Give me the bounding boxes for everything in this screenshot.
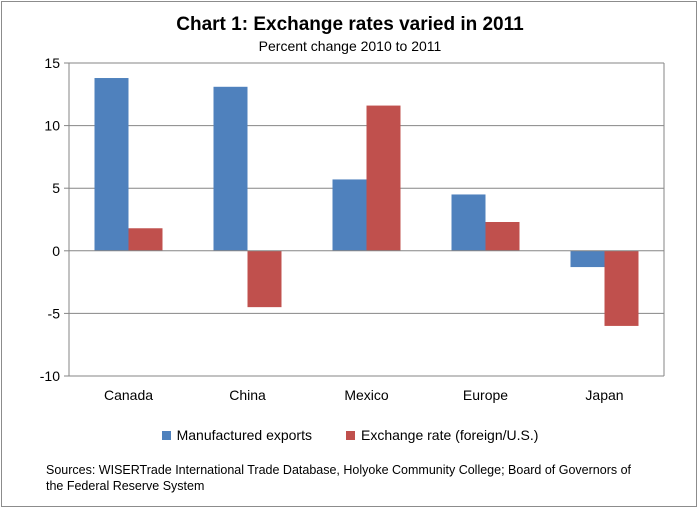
legend-item-manufactured-exports: Manufactured exports xyxy=(161,427,312,443)
legend-swatch-manufactured-exports xyxy=(161,430,171,440)
legend-label-exchange-rate: Exchange rate (foreign/U.S.) xyxy=(360,427,539,443)
bar-mexico-exchange-rate xyxy=(366,105,401,251)
bars xyxy=(94,78,639,326)
bar-china-exchange-rate xyxy=(247,250,282,308)
bar-europe-manufactured-exports xyxy=(451,194,486,251)
bar-china-manufactured-exports xyxy=(213,86,248,251)
bar-japan-manufactured-exports xyxy=(570,250,605,268)
bar-canada-manufactured-exports xyxy=(94,78,129,251)
chart-title: Chart 1: Exchange rates varied in 2011 xyxy=(176,14,524,35)
tick-labels: 15 10 5 0 -5 -10 Canada China Mexico Europe Japan xyxy=(40,55,624,403)
y-tick-label: 5 xyxy=(52,180,60,196)
legend: Manufactured exports Exchange rate (fore… xyxy=(0,427,700,443)
axes xyxy=(64,62,664,377)
x-tick-label: China xyxy=(229,387,266,403)
y-tick-label: -10 xyxy=(40,368,60,384)
bar-canada-exchange-rate xyxy=(128,228,163,251)
sources-note: Sources: WISERTrade International Trade … xyxy=(46,463,632,493)
bar-mexico-manufactured-exports xyxy=(332,179,367,251)
legend-label-manufactured-exports: Manufactured exports xyxy=(176,427,312,443)
bar-europe-exchange-rate xyxy=(485,222,520,251)
x-tick-label: Japan xyxy=(585,387,623,403)
y-tick-label: 0 xyxy=(52,243,60,259)
x-tick-label: Mexico xyxy=(344,387,389,403)
x-tick-label: Canada xyxy=(104,387,153,403)
legend-swatch-exchange-rate xyxy=(345,430,355,440)
y-tick-label: 15 xyxy=(44,55,60,71)
y-tick-label: 10 xyxy=(44,118,60,134)
chart-subtitle: Percent change 2010 to 2011 xyxy=(258,38,442,54)
bar-japan-exchange-rate xyxy=(604,250,639,326)
legend-item-exchange-rate: Exchange rate (foreign/U.S.) xyxy=(345,427,539,443)
x-tick-label: Europe xyxy=(463,387,508,403)
y-tick-label: -5 xyxy=(48,305,61,321)
